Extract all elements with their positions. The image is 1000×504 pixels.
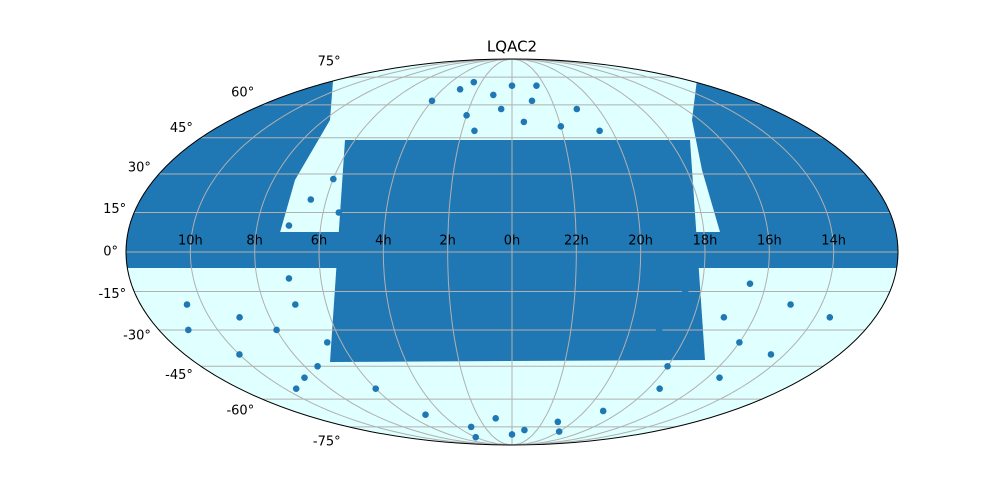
grid-line: [511, 59, 577, 445]
y-tick-label: 75°: [318, 55, 341, 70]
point: [330, 175, 337, 183]
y-tick-label: 30°: [128, 161, 151, 176]
point: [746, 280, 754, 287]
point: [372, 385, 380, 392]
point: [681, 288, 689, 295]
x-tick-label: 8h: [246, 234, 263, 249]
grid-line: [511, 59, 706, 445]
point: [323, 339, 331, 346]
sky-border: [125, 58, 899, 446]
point: [467, 423, 475, 431]
point: [497, 105, 505, 113]
grid-line: [447, 59, 513, 445]
point: [508, 82, 516, 89]
point: [236, 314, 243, 321]
y-tick-label: -30°: [123, 328, 151, 343]
point: [492, 415, 499, 422]
point: [236, 351, 243, 358]
y-tick-label: 60°: [231, 85, 254, 100]
x-tick-label: 18h: [693, 234, 718, 249]
grid-line: [382, 59, 513, 445]
x-tick-label: 2h: [439, 234, 456, 249]
point: [716, 374, 723, 381]
point: [655, 326, 663, 334]
point: [301, 374, 308, 381]
point: [596, 127, 603, 135]
x-tick-label: 22h: [564, 234, 589, 249]
y-tick-label: -60°: [226, 404, 254, 419]
grid-line: [254, 59, 513, 445]
point: [520, 118, 528, 126]
point: [720, 314, 728, 321]
point: [767, 351, 775, 358]
x-tick-label: 0h: [504, 234, 521, 249]
x-tick-label: 10h: [178, 234, 203, 249]
point: [183, 301, 191, 308]
point: [335, 209, 343, 216]
point: [273, 326, 280, 334]
grid-line: [511, 59, 642, 445]
y-tick-label: 0°: [103, 245, 118, 260]
point: [736, 339, 743, 346]
y-tick-label: -15°: [98, 287, 126, 302]
x-tick-label: 4h: [375, 234, 392, 249]
y-tick-label: -45°: [165, 368, 193, 383]
point: [285, 275, 293, 282]
point: [185, 326, 192, 334]
point: [599, 407, 607, 415]
point: [285, 222, 293, 229]
point: [471, 127, 478, 135]
grid-line: [189, 59, 513, 445]
point: [554, 418, 562, 426]
x-tick-label: 6h: [311, 234, 328, 249]
point: [521, 426, 528, 434]
x-tick-label: 20h: [628, 234, 653, 249]
point: [456, 85, 464, 93]
point: [463, 112, 470, 119]
y-tick-label: 45°: [170, 121, 193, 136]
grid-line: [511, 59, 770, 445]
point: [557, 123, 565, 130]
dense-region: [692, 59, 898, 232]
x-tick-label: 14h: [821, 234, 846, 249]
point: [664, 362, 671, 370]
point: [528, 97, 536, 105]
point: [508, 431, 516, 438]
point: [470, 78, 478, 86]
point: [428, 97, 436, 105]
point: [573, 105, 581, 113]
point: [314, 362, 321, 370]
y-tick-label: 15°: [103, 202, 126, 217]
point: [307, 196, 315, 203]
chart-title: LQAC2: [487, 38, 537, 56]
y-tick-label: -75°: [313, 434, 341, 449]
point: [292, 301, 299, 308]
point: [472, 433, 480, 441]
point: [533, 82, 540, 89]
point: [490, 91, 497, 99]
point: [292, 385, 300, 392]
point: [656, 385, 663, 392]
x-tick-label: 16h: [757, 234, 782, 249]
point: [826, 314, 834, 321]
grid-line: [511, 59, 835, 445]
grid-line: [318, 59, 513, 445]
point: [422, 411, 429, 419]
point: [787, 301, 794, 308]
point: [555, 428, 563, 435]
